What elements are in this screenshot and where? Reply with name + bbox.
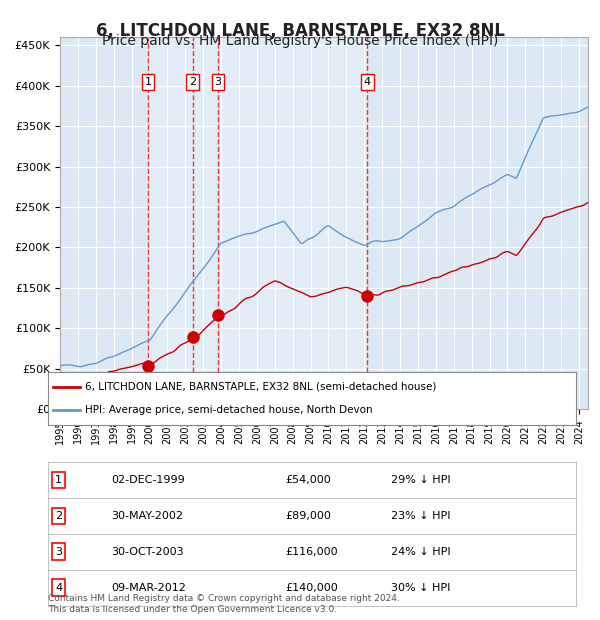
Text: £116,000: £116,000 <box>286 547 338 557</box>
Text: Price paid vs. HM Land Registry's House Price Index (HPI): Price paid vs. HM Land Registry's House … <box>102 34 498 48</box>
Text: 2: 2 <box>55 511 62 521</box>
Text: 2: 2 <box>189 77 196 87</box>
Text: £140,000: £140,000 <box>286 583 338 593</box>
Text: £54,000: £54,000 <box>286 475 331 485</box>
Text: 4: 4 <box>55 583 62 593</box>
Text: 6, LITCHDON LANE, BARNSTAPLE, EX32 8NL (semi-detached house): 6, LITCHDON LANE, BARNSTAPLE, EX32 8NL (… <box>85 382 436 392</box>
Text: Contains HM Land Registry data © Crown copyright and database right 2024.
This d: Contains HM Land Registry data © Crown c… <box>48 595 400 614</box>
Text: 30-OCT-2003: 30-OCT-2003 <box>112 547 184 557</box>
Text: HPI: Average price, semi-detached house, North Devon: HPI: Average price, semi-detached house,… <box>85 405 373 415</box>
Text: 6, LITCHDON LANE, BARNSTAPLE, EX32 8NL: 6, LITCHDON LANE, BARNSTAPLE, EX32 8NL <box>95 22 505 40</box>
Text: 4: 4 <box>364 77 371 87</box>
Text: 09-MAR-2012: 09-MAR-2012 <box>112 583 186 593</box>
Text: £89,000: £89,000 <box>286 511 331 521</box>
Text: 3: 3 <box>55 547 62 557</box>
Text: 1: 1 <box>55 475 62 485</box>
Text: 30-MAY-2002: 30-MAY-2002 <box>112 511 184 521</box>
Text: 24% ↓ HPI: 24% ↓ HPI <box>391 547 451 557</box>
Text: 1: 1 <box>145 77 152 87</box>
Text: 3: 3 <box>215 77 221 87</box>
Text: 02-DEC-1999: 02-DEC-1999 <box>112 475 185 485</box>
Text: 23% ↓ HPI: 23% ↓ HPI <box>391 511 451 521</box>
Text: 29% ↓ HPI: 29% ↓ HPI <box>391 475 451 485</box>
Text: 30% ↓ HPI: 30% ↓ HPI <box>391 583 451 593</box>
Bar <box>148 37 367 409</box>
